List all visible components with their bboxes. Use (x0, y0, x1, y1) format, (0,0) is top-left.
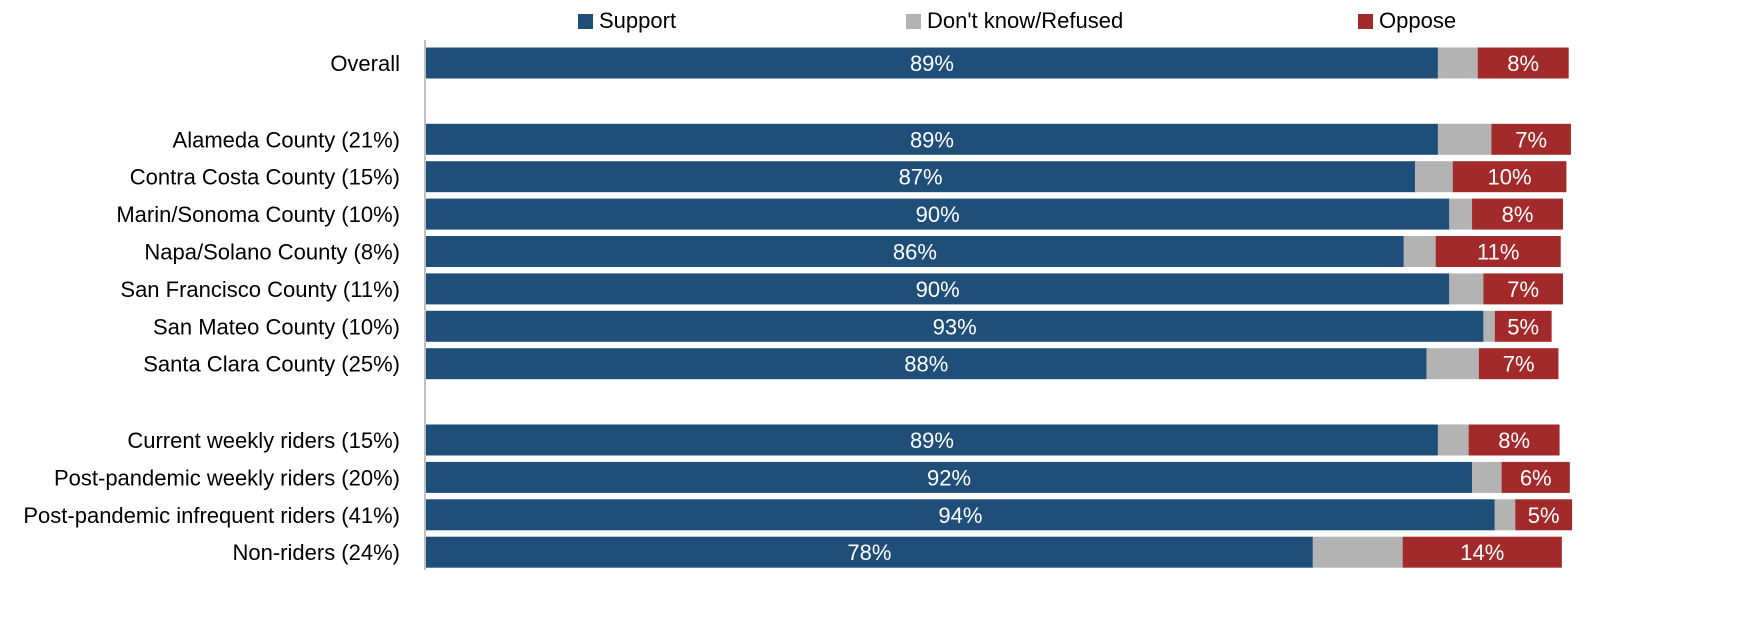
dont-know-bar (1437, 424, 1469, 456)
dont-know-bar (1483, 310, 1495, 342)
support-bar (426, 310, 1484, 342)
support-bar (426, 235, 1404, 267)
category-label: Post-pandemic infrequent riders (41%) (23, 503, 400, 528)
support-value-label: 93% (933, 314, 977, 339)
support-bar (426, 461, 1473, 493)
oppose-bar (1472, 198, 1563, 230)
dont-know-bar (1449, 198, 1473, 230)
support-value-label: 89% (910, 127, 954, 152)
legend-item-dont-know: Don't know/Refused (906, 6, 1123, 36)
support-value-label: 92% (927, 465, 971, 490)
support-bar (426, 536, 1313, 568)
support-value-label: 90% (916, 277, 960, 302)
oppose-bar (1483, 273, 1563, 305)
dont-know-bar (1415, 161, 1453, 193)
dont-know-bar (1437, 47, 1478, 79)
oppose-value-label: 8% (1498, 428, 1530, 453)
support-bar (426, 499, 1495, 531)
dont-know-bar (1472, 461, 1502, 493)
legend-label-oppose: Oppose (1379, 8, 1457, 33)
oppose-bar (1468, 424, 1560, 456)
oppose-value-label: 5% (1507, 314, 1539, 339)
support-bar (426, 198, 1450, 230)
legend-swatch-oppose (1358, 13, 1373, 29)
support-bar (426, 273, 1450, 305)
category-label: Overall (330, 51, 400, 76)
oppose-bar (1435, 235, 1561, 267)
support-bar (426, 161, 1416, 193)
legend-item-support: Support (578, 6, 676, 36)
oppose-bar (1452, 161, 1567, 193)
category-label: Alameda County (21%) (173, 127, 400, 152)
legend-label-dont-know: Don't know/Refused (927, 8, 1124, 33)
legend-item-oppose: Oppose (1358, 6, 1456, 36)
support-value-label: 88% (904, 352, 948, 377)
oppose-value-label: 7% (1503, 352, 1535, 377)
support-value-label: 87% (899, 165, 943, 190)
support-value-label: 78% (847, 540, 891, 565)
oppose-value-label: 7% (1515, 127, 1547, 152)
dont-know-bar (1437, 123, 1492, 155)
dont-know-bar (1312, 536, 1403, 568)
dont-know-bar (1426, 348, 1479, 380)
dont-know-bar (1403, 235, 1436, 267)
support-value-label: 90% (916, 202, 960, 227)
dont-know-bar (1449, 273, 1484, 305)
oppose-value-label: 11% (1477, 239, 1519, 264)
category-label: Current weekly riders (15%) (127, 428, 400, 453)
support-value-label: 94% (938, 503, 982, 528)
oppose-value-label: 8% (1502, 202, 1534, 227)
category-label: San Francisco County (11%) (120, 277, 400, 302)
oppose-bar (1478, 348, 1559, 380)
dont-know-bar (1494, 499, 1516, 531)
category-label: San Mateo County (10%) (153, 314, 400, 339)
oppose-bar (1494, 310, 1552, 342)
category-label: Santa Clara County (25%) (143, 352, 400, 377)
category-label: Post-pandemic weekly riders (20%) (54, 465, 400, 490)
oppose-value-label: 5% (1528, 503, 1560, 528)
oppose-value-label: 7% (1507, 277, 1539, 302)
oppose-bar (1477, 47, 1569, 79)
oppose-value-label: 14% (1460, 540, 1504, 565)
support-bar (426, 47, 1438, 79)
support-value-label: 89% (910, 428, 954, 453)
oppose-value-label: 10% (1488, 165, 1532, 190)
support-bar (426, 424, 1438, 456)
category-label: Non-riders (24%) (233, 540, 401, 565)
category-label: Napa/Solano County (8%) (144, 239, 400, 264)
support-bar (426, 123, 1438, 155)
oppose-bar (1501, 461, 1570, 493)
legend-swatch-support (578, 13, 593, 29)
category-label: Marin/Sonoma County (10%) (116, 202, 400, 227)
support-bar (426, 348, 1427, 380)
oppose-bar (1515, 499, 1573, 531)
support-value-label: 89% (910, 51, 954, 76)
legend-swatch-dont-know (906, 13, 921, 29)
support-value-label: 86% (893, 239, 937, 264)
category-label: Contra Costa County (15%) (130, 165, 400, 190)
oppose-bar (1491, 123, 1571, 155)
oppose-value-label: 8% (1507, 51, 1539, 76)
oppose-value-label: 6% (1520, 465, 1552, 490)
oppose-bar (1402, 536, 1562, 568)
legend-label-support: Support (599, 8, 677, 33)
legend: Support Don't know/Refused Oppose (0, 6, 1758, 36)
